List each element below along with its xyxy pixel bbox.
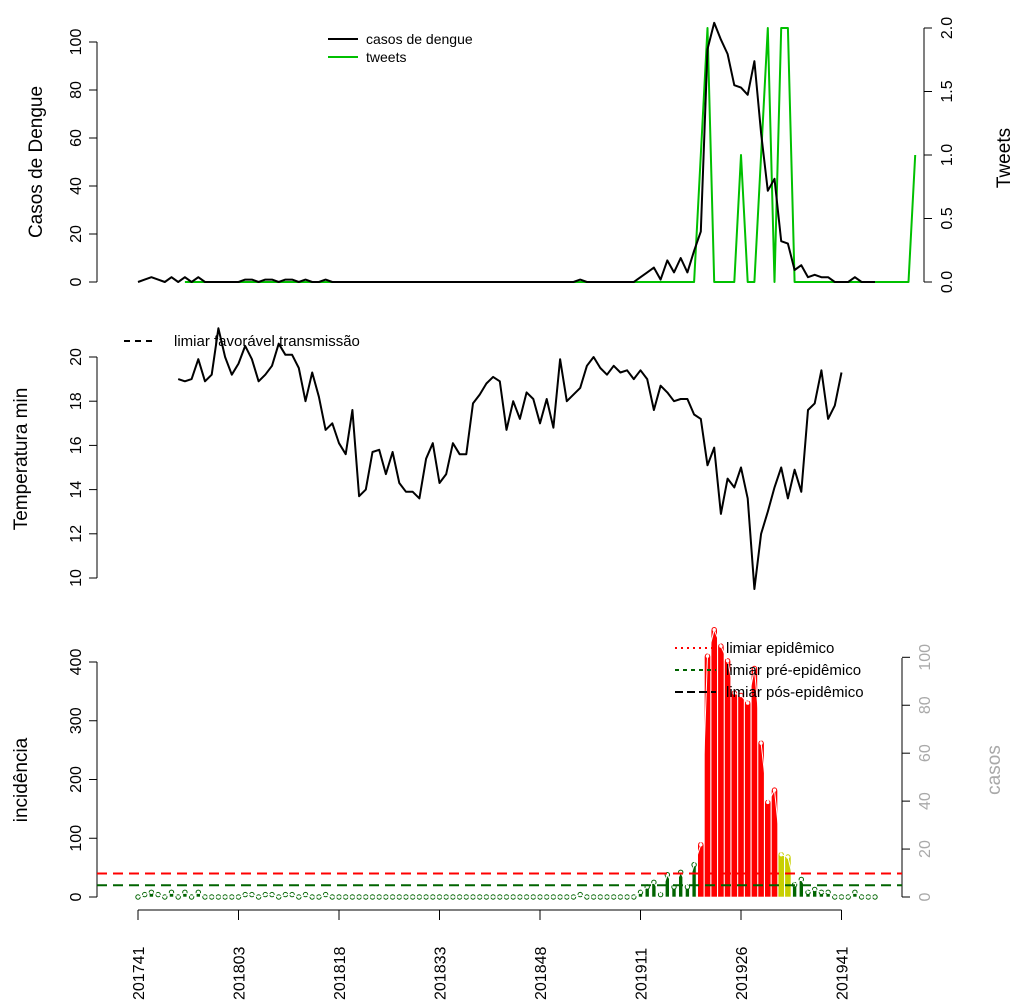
y-tick-label: 14 [68, 481, 85, 499]
y-axis-label: incidência [11, 737, 32, 822]
y-axis-label: Casos de Dengue [26, 86, 47, 238]
x-tick-label: 201818 [332, 947, 349, 1000]
y-tick-label: 20 [68, 348, 85, 366]
x-tick-label: 201803 [232, 947, 249, 1000]
y-tick-label: 100 [68, 29, 85, 56]
panel-cases-tweets: 0 20 40 60 80 100 0.0 0.5 1.0 1.5 2.0 Casos de De… [26, 17, 1015, 293]
y-tick-label: 60 [917, 744, 934, 762]
y-tick-label: 100 [917, 644, 934, 671]
incidence-bar [710, 629, 718, 898]
x-tick-label: 201926 [734, 947, 751, 1000]
incidence-bar [764, 802, 772, 898]
y-tick-label: 12 [68, 525, 85, 543]
y-tick-label: 200 [68, 766, 85, 793]
y-tick-label: 60 [68, 129, 85, 147]
y-ticks-left: 0 20 40 60 80 100 [68, 29, 97, 286]
incidence-bar [777, 854, 785, 898]
y-tick-label: 1.0 [939, 144, 956, 166]
y-tick-label: 80 [917, 696, 934, 714]
legend-label-tweets: tweets [366, 49, 406, 65]
y-tick-label: 10 [68, 569, 85, 587]
incidence-bar [744, 702, 752, 898]
x-tick-label: 201833 [433, 947, 450, 1000]
y-tick-label: 0 [917, 892, 934, 901]
threshold-lines [97, 872, 902, 887]
incidence-bar [730, 692, 738, 898]
y-ticks-right: 0.0 0.5 1.0 1.5 2.0 [924, 17, 956, 293]
y-ticks-left: 0 100 200 300 400 [68, 649, 97, 901]
y-tick-label: 40 [917, 792, 934, 810]
legend: limiar epidêmico limiar pré-epidêmico li… [675, 640, 864, 701]
legend-label-post-epidemic: limiar pós-epidêmico [726, 684, 864, 701]
incidence-bar [750, 668, 758, 898]
y-ticks-right: 0 20 40 60 80 100 [902, 644, 934, 901]
series-lines [137, 21, 917, 283]
y-tick-label: 20 [68, 225, 85, 243]
y-axis-label: Temperatura min [11, 388, 32, 531]
panel-incidence: 0 100 200 300 400 0 20 40 60 80 100 incidência ca… [11, 627, 1005, 901]
y-tick-label: 80 [68, 81, 85, 99]
temperature-line [177, 327, 843, 590]
incidence-line [137, 629, 875, 898]
y-tick-label: 1.5 [939, 80, 956, 102]
x-axis: 201741 201803 201818 201833 201848 201911 2019… [131, 909, 852, 1000]
incidence-bar [771, 789, 778, 898]
tweets-line [184, 27, 917, 283]
legend-label-cases: casos de dengue [366, 31, 473, 47]
y-tick-label: 16 [68, 436, 85, 454]
x-ticks: 201741 201803 201818 201833 201848 201911 2019… [131, 910, 852, 1000]
y2-axis-label: Tweets [994, 128, 1015, 188]
legend-label-pre-epidemic: limiar pré-epidêmico [726, 662, 861, 679]
y2-axis-label: casos [984, 745, 1005, 795]
y-tick-label: 0.0 [939, 271, 956, 293]
y-tick-label: 40 [68, 177, 85, 195]
x-tick-label: 201848 [533, 947, 550, 1000]
y-tick-label: 2.0 [939, 17, 956, 39]
y-tick-label: 100 [68, 825, 85, 852]
legend-label-threshold: limiar favorável transmissão [174, 333, 360, 350]
legend: casos de dengue tweets [328, 31, 473, 65]
incidence-bar [717, 645, 725, 898]
y-tick-label: 18 [68, 392, 85, 410]
y-ticks-left: 10 12 14 16 18 20 [68, 348, 97, 587]
x-tick-label: 201941 [835, 947, 852, 1000]
x-tick-label: 201741 [131, 947, 148, 1000]
x-tick-label: 201911 [634, 948, 651, 1000]
y-tick-label: 0 [68, 892, 85, 901]
legend-label-epidemic: limiar epidêmico [726, 640, 834, 657]
series-lines [177, 327, 843, 590]
incidence-bar [737, 695, 745, 898]
y-tick-label: 0 [68, 277, 85, 286]
y-tick-label: 20 [917, 840, 934, 858]
cases-line [137, 21, 875, 283]
y-tick-label: 300 [68, 707, 85, 734]
legend: limiar favorável transmissão [124, 333, 360, 350]
incidence-bar [784, 856, 792, 898]
y-tick-label: 400 [68, 649, 85, 676]
incidence-bars [135, 627, 878, 900]
panel-temperature: 10 12 14 16 18 20 Temperatura min limiar favo… [11, 327, 843, 590]
y-tick-label: 0.5 [939, 207, 956, 229]
